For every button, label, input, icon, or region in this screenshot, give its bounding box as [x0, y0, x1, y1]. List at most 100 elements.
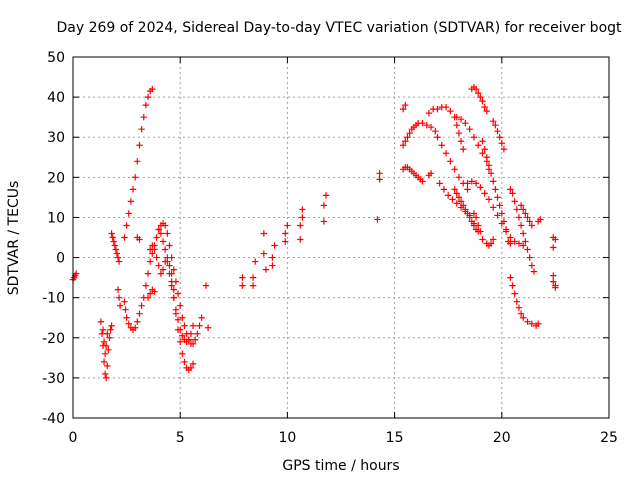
y-tick-label: -10	[42, 291, 65, 307]
data-point-marker	[423, 121, 430, 129]
data-point-marker	[402, 101, 409, 109]
data-point-marker	[513, 206, 521, 213]
series-arc-24	[399, 101, 409, 113]
data-point-marker	[125, 210, 132, 217]
y-tick-label: -40	[42, 411, 65, 427]
series-arc-37	[505, 238, 514, 247]
data-point-marker	[530, 268, 538, 275]
data-point-marker	[113, 250, 121, 257]
data-point-marker	[299, 214, 306, 221]
data-point-marker	[164, 230, 171, 237]
data-point-marker	[438, 142, 445, 149]
data-point-marker	[487, 170, 495, 177]
data-point-marker	[464, 180, 471, 187]
series-arc-02	[97, 318, 115, 382]
data-point-marker	[472, 214, 480, 221]
data-point-marker	[299, 206, 306, 213]
data-point-marker	[204, 324, 212, 331]
data-point-marker	[168, 282, 175, 289]
y-tick-label: 10	[47, 210, 65, 226]
data-point-marker	[526, 218, 533, 225]
x-tick-label: 10	[278, 430, 296, 446]
data-point-marker	[402, 138, 409, 145]
data-point-marker	[144, 270, 152, 277]
data-point-marker	[442, 150, 450, 157]
data-point-marker	[136, 236, 143, 243]
data-point-marker	[101, 350, 109, 358]
data-point-marker	[511, 238, 518, 245]
data-point-marker	[475, 89, 482, 97]
data-point-marker	[129, 186, 137, 193]
data-point-marker	[447, 158, 454, 165]
data-point-marker	[166, 262, 173, 269]
data-point-marker	[192, 336, 199, 343]
series-arc-01	[69, 270, 80, 283]
x-tick-label: 15	[386, 430, 404, 446]
series-arc-05	[114, 286, 124, 309]
data-point-marker	[189, 340, 197, 347]
series-arc-12	[168, 270, 177, 293]
data-point-marker	[131, 324, 139, 331]
plot-frame	[72, 56, 610, 419]
data-point-marker	[134, 318, 141, 325]
data-point-marker	[108, 322, 115, 329]
data-point-marker	[490, 117, 497, 125]
data-point-marker	[515, 240, 523, 247]
data-point-marker	[179, 350, 186, 358]
data-point-marker	[151, 246, 158, 253]
data-point-marker	[103, 374, 110, 382]
data-point-marker	[475, 142, 482, 149]
data-point-marker	[481, 146, 488, 153]
data-point-marker	[177, 326, 184, 333]
data-point-marker	[502, 226, 510, 233]
data-point-marker	[322, 192, 330, 199]
y-tick-label: -30	[42, 371, 65, 387]
data-point-marker	[114, 286, 122, 293]
data-point-marker	[455, 194, 463, 201]
y-tick-label: 30	[47, 130, 65, 146]
data-point-marker	[107, 326, 114, 333]
data-point-marker	[451, 186, 458, 193]
data-point-marker	[127, 198, 135, 205]
data-point-marker	[453, 113, 460, 121]
data-point-marker	[239, 274, 246, 281]
data-point-marker	[550, 244, 557, 251]
data-point-marker	[487, 240, 495, 247]
data-point-marker	[374, 216, 381, 223]
data-point-marker	[187, 330, 195, 337]
y-axis-title: SDTVAR / TECUs	[6, 181, 22, 296]
series-arc-16	[252, 258, 259, 265]
data-point-marker	[138, 126, 145, 133]
data-point-marker	[477, 93, 484, 101]
series-arc-28	[425, 103, 467, 153]
data-point-marker	[159, 266, 167, 273]
data-point-marker	[477, 184, 484, 191]
data-point-marker	[470, 210, 478, 217]
x-tick-label: 20	[493, 430, 511, 446]
data-point-marker	[517, 310, 525, 317]
data-point-marker	[451, 166, 458, 173]
data-point-marker	[103, 342, 110, 349]
data-point-marker	[515, 304, 523, 311]
data-point-marker	[419, 178, 426, 185]
data-point-marker	[460, 202, 467, 209]
data-point-marker	[477, 228, 484, 235]
data-point-marker	[110, 238, 117, 245]
data-point-marker	[116, 302, 124, 309]
data-point-marker	[436, 180, 443, 187]
data-point-marker	[494, 212, 501, 219]
data-point-marker	[466, 214, 473, 221]
grid-lines	[73, 57, 609, 418]
chart-title: Day 269 of 2024, Sidereal Day-to-day VTE…	[56, 20, 622, 36]
data-point-marker	[157, 270, 165, 277]
data-point-marker	[457, 198, 465, 205]
data-point-marker	[161, 222, 169, 229]
series-arc-31	[453, 113, 493, 173]
data-point-marker	[187, 364, 195, 372]
data-point-marker	[449, 196, 456, 203]
data-point-marker	[189, 322, 197, 329]
x-tick-label: 5	[176, 430, 185, 446]
data-point-marker	[550, 272, 557, 279]
series-arc-17	[260, 230, 270, 273]
series-arc-03	[99, 326, 111, 358]
